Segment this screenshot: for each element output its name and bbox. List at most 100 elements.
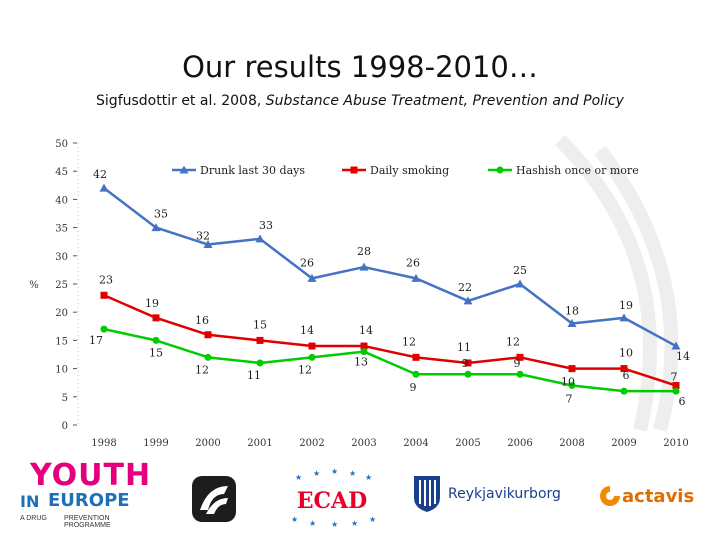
data-point xyxy=(203,240,213,249)
data-point xyxy=(308,353,316,361)
data-point xyxy=(255,234,265,243)
page-subtitle: Sigfusdottir et al. 2008, Substance Abus… xyxy=(0,93,720,109)
data-point xyxy=(672,387,680,395)
x-tick-label: 1998 xyxy=(91,438,116,449)
data-point xyxy=(568,382,576,390)
data-label: 22 xyxy=(458,281,472,294)
data-point xyxy=(463,296,473,305)
series-line xyxy=(103,294,677,387)
data-label: 25 xyxy=(513,264,527,277)
svg-text:★: ★ xyxy=(309,519,316,528)
data-point xyxy=(151,223,161,232)
data-point xyxy=(152,336,160,344)
y-tick-label: 50 xyxy=(55,139,68,150)
data-label: 7 xyxy=(671,371,678,384)
youth-logo-in: IN xyxy=(20,492,40,511)
data-label: 32 xyxy=(196,230,210,243)
data-point xyxy=(100,291,108,299)
x-tick-label: 2008 xyxy=(559,438,584,449)
data-label: 10 xyxy=(561,376,575,389)
data-point xyxy=(412,370,420,378)
data-label: 10 xyxy=(619,347,633,360)
legend-label: Daily smoking xyxy=(370,164,449,177)
data-label: 17 xyxy=(89,334,103,347)
actavis-swirl xyxy=(600,486,620,506)
data-point xyxy=(568,365,576,373)
y-tick-label: 25 xyxy=(55,280,68,291)
data-label: 12 xyxy=(195,363,209,376)
svg-text:★: ★ xyxy=(291,515,298,524)
data-point xyxy=(360,348,368,356)
data-point xyxy=(620,365,628,373)
y-axis-label: % xyxy=(29,280,39,291)
svg-text:★: ★ xyxy=(369,515,376,524)
data-point xyxy=(350,166,358,174)
ecad-logo: ★ ★ ★ ★ ★ ★ ★ ★ ★ ★ ECAD xyxy=(291,468,376,528)
x-tick-label: 2002 xyxy=(299,438,324,449)
data-label: 14 xyxy=(300,324,314,337)
data-point xyxy=(204,353,212,361)
ecad-logo-text: ECAD xyxy=(297,488,367,514)
svg-text:★: ★ xyxy=(351,519,358,528)
data-point xyxy=(307,273,317,282)
data-label: 15 xyxy=(253,318,267,331)
y-tick-label: 45 xyxy=(55,167,68,178)
data-point xyxy=(567,318,577,327)
data-point xyxy=(411,273,421,282)
x-tick-label: 2000 xyxy=(195,438,220,449)
y-tick-label: 5 xyxy=(62,393,68,404)
data-labels: 42 35 32 33 26 28 26 22 25 18 19 14 23 19 16 15 14 14 12 11… xyxy=(89,168,690,408)
data-point xyxy=(204,331,212,339)
data-point xyxy=(620,387,628,395)
data-label: 26 xyxy=(406,256,420,269)
data-point xyxy=(515,279,525,288)
data-label: 19 xyxy=(145,297,159,310)
y-tick-label: 0 xyxy=(62,421,68,432)
data-label: 35 xyxy=(154,208,168,221)
subtitle-author: Sigfusdottir et al. 2008, xyxy=(96,93,266,109)
data-point xyxy=(412,353,420,361)
svg-text:★: ★ xyxy=(349,469,356,478)
data-point xyxy=(516,353,524,361)
data-point xyxy=(256,359,264,367)
data-label: 12 xyxy=(298,363,312,376)
legend-label: Hashish once or more xyxy=(516,164,639,177)
svg-text:★: ★ xyxy=(331,520,338,528)
data-label: 16 xyxy=(195,314,209,327)
legend-label: Drunk last 30 days xyxy=(200,164,305,177)
logo-strip: YOUTH IN EUROPE A DRUG PREVENTION PROGRA… xyxy=(0,456,720,540)
data-label: 7 xyxy=(566,393,573,406)
data-point xyxy=(359,262,369,271)
page-title: Our results 1998-2010… xyxy=(182,50,538,84)
series-line xyxy=(103,187,677,348)
x-tick-label: 2003 xyxy=(351,438,376,449)
data-label: 42 xyxy=(93,168,107,181)
data-label: 9 xyxy=(514,357,521,370)
data-label: 26 xyxy=(300,256,314,269)
emblem-logo xyxy=(192,476,236,522)
x-tick-label: 2001 xyxy=(247,438,272,449)
data-label: 11 xyxy=(457,341,471,354)
data-label: 23 xyxy=(99,273,113,286)
data-label: 28 xyxy=(357,245,371,258)
x-tick-label: 1999 xyxy=(143,438,168,449)
legend: Drunk last 30 days Daily smoking Hashish o… xyxy=(172,164,639,177)
data-label: 13 xyxy=(354,356,368,369)
x-tick-label: 2006 xyxy=(507,438,532,449)
data-label: 19 xyxy=(619,299,633,312)
x-tick-label: 2004 xyxy=(403,438,428,449)
subtitle-journal: Substance Abuse Treatment, Prevention an… xyxy=(265,93,624,109)
data-point xyxy=(179,165,189,174)
y-tick-label: 40 xyxy=(55,195,68,206)
data-label: 9 xyxy=(462,357,469,370)
reykjavik-logo-text: Reykjavikurborg xyxy=(448,486,561,502)
data-label: 6 xyxy=(623,369,630,382)
series-group xyxy=(99,183,681,395)
y-tick-label: 10 xyxy=(55,365,68,376)
data-point xyxy=(99,183,109,192)
data-label: 6 xyxy=(679,395,686,408)
y-tick-label: 20 xyxy=(55,308,68,319)
series-line xyxy=(103,327,676,393)
